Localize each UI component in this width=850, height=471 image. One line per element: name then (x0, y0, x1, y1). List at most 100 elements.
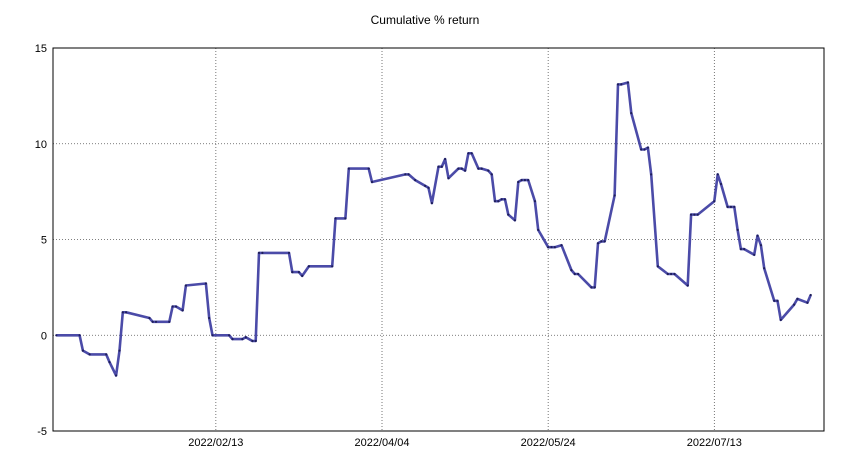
data-point (596, 242, 600, 245)
data-point (115, 374, 118, 377)
data-point (168, 320, 171, 323)
data-point (537, 228, 540, 231)
data-point (520, 179, 523, 182)
data-point (297, 271, 300, 274)
data-point (736, 228, 739, 231)
data-point (231, 338, 234, 341)
data-point (493, 200, 497, 203)
data-point (204, 282, 207, 285)
data-series (55, 81, 812, 377)
data-point (424, 184, 427, 187)
grid-lines (53, 48, 824, 431)
data-point (370, 180, 374, 184)
plot-area-frame (52, 47, 825, 432)
data-point (81, 349, 84, 352)
data-point (656, 265, 659, 268)
x-tick-label: 2022/04/04 (354, 437, 409, 449)
data-point (301, 274, 304, 277)
series-line (56, 81, 812, 377)
data-point (181, 309, 184, 312)
data-point (533, 200, 537, 203)
data-point (713, 200, 716, 203)
data-point (643, 148, 646, 151)
data-point (729, 205, 733, 208)
data-point (560, 244, 563, 247)
data-point (125, 311, 128, 314)
data-point (650, 173, 653, 176)
data-point (796, 297, 799, 300)
x-tick-label: 2022/07/13 (687, 437, 742, 449)
data-point (773, 299, 776, 302)
data-point (613, 194, 616, 197)
data-point (809, 293, 812, 297)
data-point (470, 152, 473, 155)
data-point (756, 234, 759, 237)
data-point (527, 179, 530, 182)
data-point (626, 81, 630, 84)
data-point (620, 83, 623, 86)
data-point (457, 167, 460, 170)
data-point (806, 301, 809, 304)
data-point (105, 353, 108, 356)
data-point (547, 246, 550, 249)
data-point (593, 286, 596, 289)
data-point (344, 217, 347, 220)
data-point (570, 269, 573, 272)
data-point (171, 305, 174, 308)
data-point (673, 272, 676, 276)
data-point (184, 284, 187, 287)
y-tick-labels: -5 0 5 10 15 (35, 43, 47, 438)
data-point (55, 334, 58, 337)
data-point (121, 311, 124, 314)
data-point (228, 334, 231, 337)
data-point (154, 320, 158, 323)
data-point (739, 248, 743, 251)
data-point (331, 265, 334, 268)
data-point (477, 167, 480, 170)
data-point (590, 286, 593, 289)
data-point (630, 112, 633, 115)
data-point (174, 305, 178, 308)
data-point (287, 251, 291, 254)
data-point (480, 167, 483, 170)
data-point (427, 186, 430, 189)
data-point (460, 167, 463, 170)
data-point (404, 173, 407, 176)
data-point (487, 169, 490, 172)
data-point (507, 213, 510, 216)
data-point (241, 338, 244, 341)
data-point (500, 198, 503, 201)
data-point (553, 246, 556, 249)
data-point (467, 152, 470, 155)
data-point (670, 272, 673, 276)
data-point (414, 179, 417, 182)
data-point (347, 167, 350, 170)
data-point (696, 213, 699, 216)
data-point (716, 173, 719, 176)
data-point (151, 320, 154, 323)
data-point (666, 272, 669, 276)
x-tick-labels: 2022/02/13 2022/04/04 2022/05/24 2022/07/13 (188, 437, 742, 449)
data-point (640, 148, 643, 151)
data-point (726, 205, 729, 208)
y-tick-label: 0 (41, 330, 47, 342)
data-point (776, 299, 779, 302)
data-point (307, 265, 310, 268)
y-tick-label: 10 (35, 139, 47, 151)
data-point (733, 205, 736, 208)
data-point (437, 165, 440, 168)
data-point (603, 240, 606, 243)
data-point (743, 248, 746, 251)
data-point (254, 339, 257, 343)
y-tick-label: 5 (41, 235, 47, 247)
data-point (407, 173, 410, 176)
data-point (517, 180, 520, 184)
data-point (513, 219, 517, 222)
data-point (148, 316, 151, 320)
data-point (211, 334, 214, 337)
data-point (257, 251, 261, 254)
data-point (261, 251, 264, 254)
data-point (759, 244, 763, 247)
data-point (616, 83, 620, 86)
data-point (779, 318, 782, 321)
